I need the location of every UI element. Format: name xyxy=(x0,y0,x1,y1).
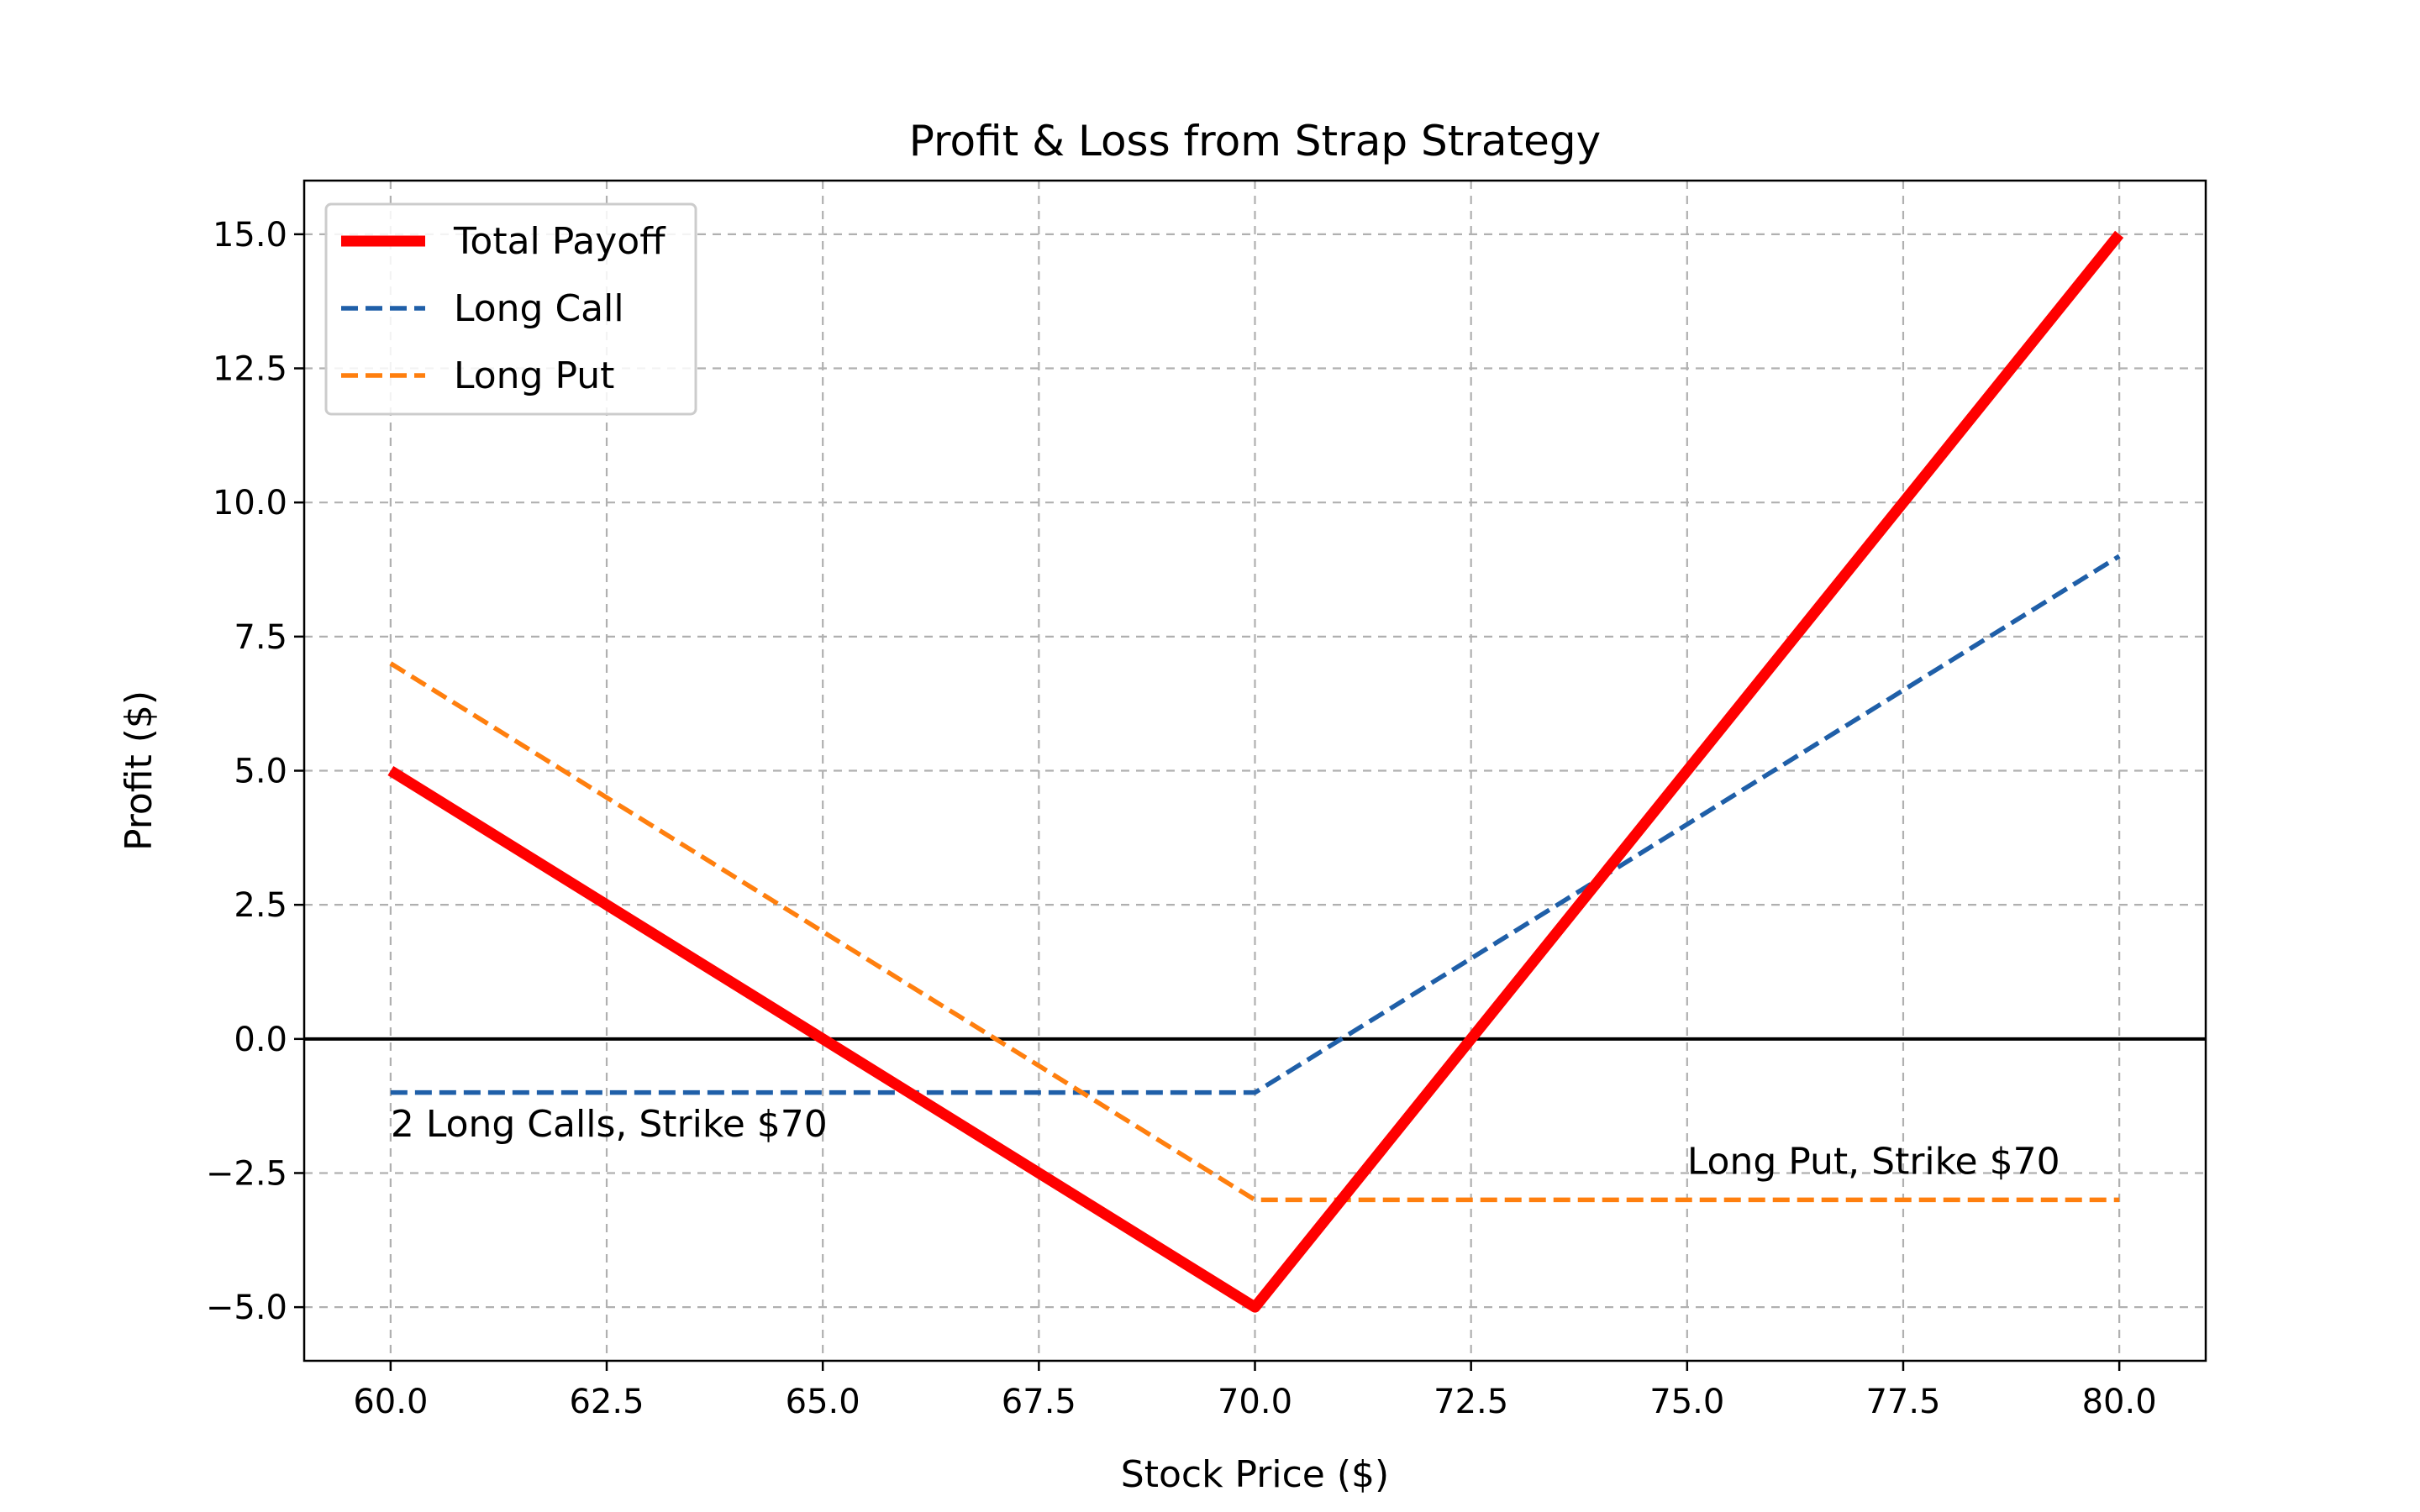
y-tick-label: 7.5 xyxy=(234,618,287,657)
y-tick-label: 12.5 xyxy=(213,350,287,389)
y-tick-label: −5.0 xyxy=(206,1289,287,1327)
y-tick-label: 2.5 xyxy=(234,886,287,925)
y-axis-ticks: 15.0 12.5 10.0 7.5 5.0 2.5 0.0 −2.5 −5.0 xyxy=(206,216,304,1327)
legend-label: Total Payoff xyxy=(453,220,666,263)
annotations: 2 Long Calls, Strike $70 Long Put, Strike… xyxy=(391,1103,2060,1184)
y-tick-label: −2.5 xyxy=(206,1154,287,1193)
y-tick-label: 0.0 xyxy=(234,1021,287,1059)
x-tick-label: 70.0 xyxy=(1218,1383,1292,1421)
legend-items: Total Payoff Long Call Long Put xyxy=(341,220,666,397)
x-tick-label: 60.0 xyxy=(353,1383,428,1421)
y-axis-label: Profit ($) xyxy=(118,690,160,851)
series-layer xyxy=(387,230,2124,1313)
x-tick-label: 75.0 xyxy=(1649,1383,1724,1421)
y-tick-label: 10.0 xyxy=(213,484,287,522)
x-tick-label: 67.5 xyxy=(1002,1383,1076,1421)
chart-title: Profit & Loss from Strap Strategy xyxy=(909,117,1601,165)
legend-box xyxy=(324,202,697,416)
x-tick-label: 62.5 xyxy=(569,1383,644,1421)
series-line-long-put xyxy=(389,661,2120,1203)
y-tick-label: 15.0 xyxy=(213,216,287,255)
x-axis-ticks: 60.0 62.5 65.0 67.5 70.0 72.5 75.0 77.5 80.0 xyxy=(353,1361,2157,1421)
x-tick-label: 72.5 xyxy=(1434,1383,1508,1421)
x-tick-label: 80.0 xyxy=(2082,1383,2157,1421)
x-tick-label: 65.0 xyxy=(786,1383,860,1421)
legend-label: Long Put xyxy=(454,354,614,397)
series-line-long-call xyxy=(390,554,2121,1095)
x-axis-label: Stock Price ($) xyxy=(1121,1453,1389,1496)
annotation-text: 2 Long Calls, Strike $70 xyxy=(391,1103,828,1146)
legend: Total Payoff Long Call Long Put xyxy=(324,202,697,416)
y-tick-label: 5.0 xyxy=(234,753,287,791)
series-line-total-payoff xyxy=(387,230,2124,1313)
legend-label: Long Call xyxy=(454,287,624,330)
annotation-text: Long Put, Strike $70 xyxy=(1687,1141,2060,1184)
x-tick-label: 77.5 xyxy=(1865,1383,1940,1421)
